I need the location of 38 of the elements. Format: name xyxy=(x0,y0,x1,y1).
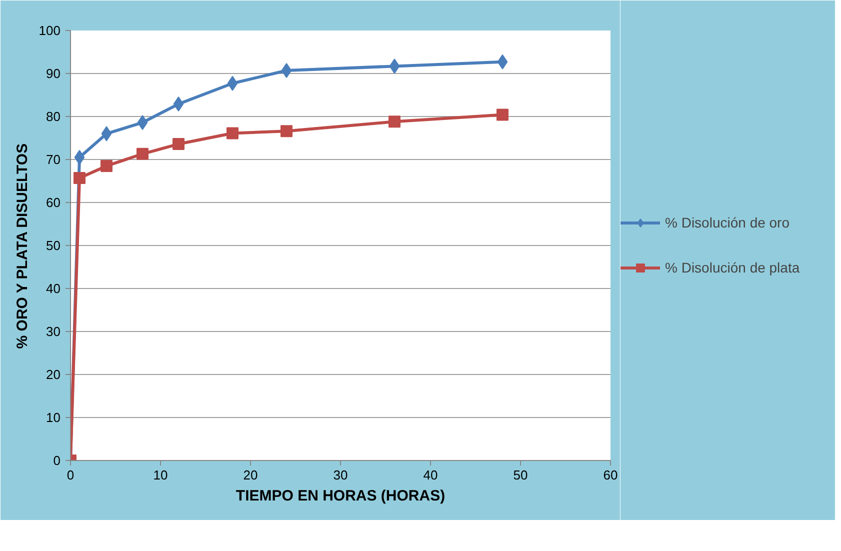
x-tick-label: 10 xyxy=(153,468,168,482)
y-tick-label: 60 xyxy=(46,195,61,210)
y-tick-label: 30 xyxy=(46,324,61,339)
y-tick-label: 100 xyxy=(38,23,61,38)
point xyxy=(388,116,400,128)
point xyxy=(101,126,112,142)
x-tick-label: 20 xyxy=(243,468,258,482)
x-tick-label: 0 xyxy=(66,468,74,482)
point xyxy=(281,62,292,78)
point xyxy=(227,76,238,91)
point xyxy=(172,138,184,150)
y-axis-title: % ORO Y PLATA DISUELTOS xyxy=(14,143,31,349)
y-tick-label: 40 xyxy=(46,281,61,296)
x-tick-label: 60 xyxy=(603,468,618,482)
point xyxy=(74,150,85,165)
point xyxy=(137,115,148,130)
point xyxy=(497,54,508,70)
point xyxy=(74,172,86,184)
point xyxy=(173,96,184,112)
y-tick-label: 90 xyxy=(46,66,61,81)
y-tick-label: 20 xyxy=(46,367,61,382)
y-tick-label: 50 xyxy=(46,238,61,253)
legend-label: % Disolución de oro xyxy=(665,214,790,230)
point xyxy=(280,125,292,138)
y-tick-label: 0 xyxy=(53,453,61,468)
x-tick-label: 50 xyxy=(513,468,528,482)
point xyxy=(100,160,112,172)
x-tick-label: 30 xyxy=(333,468,348,482)
x-axis-title: TIEMPO EN HORAS (HORAS) xyxy=(236,488,446,504)
point xyxy=(496,108,508,121)
point xyxy=(136,148,148,160)
legend-label: % Disolución de plata xyxy=(665,260,800,276)
point xyxy=(226,127,238,140)
y-tick-label: 10 xyxy=(46,410,61,425)
y-tick-label: 70 xyxy=(46,152,61,167)
point xyxy=(389,58,400,74)
y-tick-label: 80 xyxy=(46,109,61,124)
x-tick-label: 40 xyxy=(423,468,438,482)
